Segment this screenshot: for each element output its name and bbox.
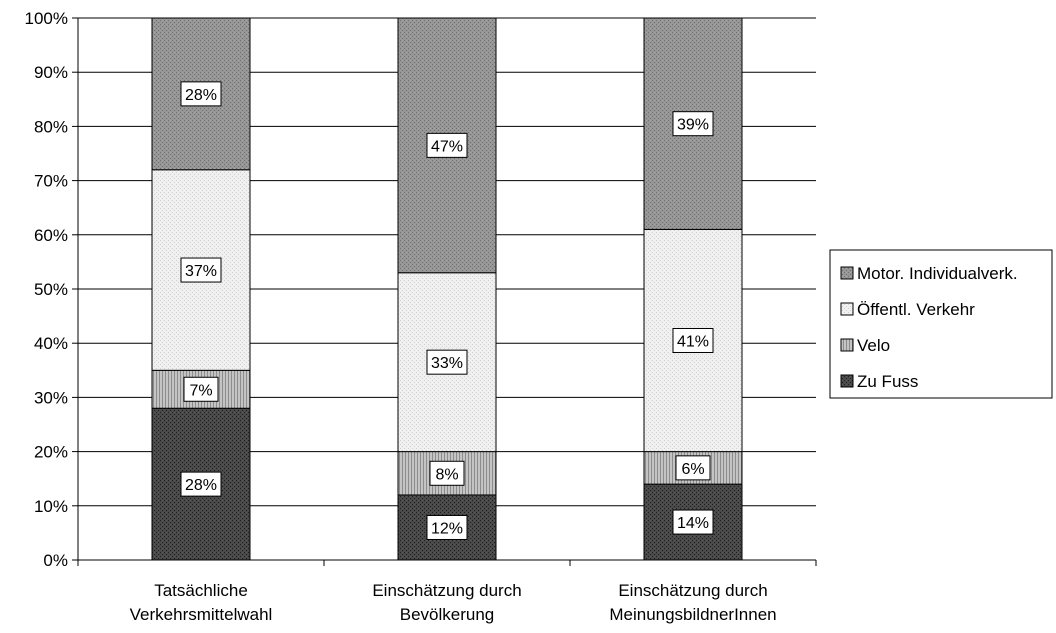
data-label-box <box>183 376 219 402</box>
data-label: 39% <box>677 117 709 134</box>
data-labels: 28% 7% 37% 28% 12% 8% 33% 47% 14% 6% 41% 39% <box>180 81 714 540</box>
data-label-box <box>675 455 711 481</box>
y-tick-label: 30% <box>34 388 68 407</box>
legend-swatch <box>840 374 854 388</box>
data-label: 28% <box>185 477 217 494</box>
data-label: 7% <box>189 382 212 399</box>
y-tick-label: 90% <box>34 63 68 82</box>
axes: 0% 10% 20% 30% 40% 50% 60% 70% 80% 90% 100% Tatsäch… <box>25 9 817 624</box>
data-label-box <box>426 514 468 540</box>
y-tick-label: 60% <box>34 226 68 245</box>
x-tick-label: Verkehrsmittelwahl <box>130 605 273 624</box>
data-label-box <box>672 111 714 137</box>
data-label-box <box>429 460 465 486</box>
y-tick-label: 80% <box>34 117 68 136</box>
data-label: 37% <box>185 263 217 280</box>
legend: Motor. Individualverk. Öffentl. Verkehr Ve… <box>829 249 1053 399</box>
data-label-box <box>426 349 468 375</box>
x-tick-label: Tatsächliche <box>154 581 248 600</box>
data-label: 33% <box>431 355 463 372</box>
legend-label: Zu Fuss <box>857 372 918 391</box>
data-label: 47% <box>431 138 463 155</box>
y-tick-label: 70% <box>34 172 68 191</box>
data-label-box <box>672 327 714 353</box>
legend-swatch <box>840 338 854 352</box>
y-tick-label: 10% <box>34 497 68 516</box>
y-tick-label: 20% <box>34 443 68 462</box>
x-tick-label: MeinungsbildnerInnen <box>609 605 776 624</box>
y-tick-label: 40% <box>34 334 68 353</box>
data-label-box <box>180 81 222 107</box>
y-tick-label: 50% <box>34 280 68 299</box>
data-label-box <box>672 509 714 535</box>
data-label: 14% <box>677 515 709 532</box>
data-label: 12% <box>431 520 463 537</box>
legend-box <box>829 249 1053 399</box>
x-tick-label: Bevölkerung <box>400 605 495 624</box>
legend-swatch <box>840 266 854 280</box>
data-label-box <box>180 257 222 283</box>
data-label-box <box>180 471 222 497</box>
x-tick-label: Einschätzung durch <box>372 581 521 600</box>
legend-swatch <box>840 302 854 316</box>
data-label: 41% <box>677 333 709 350</box>
y-tick-label: 100% <box>25 9 68 28</box>
y-tick-label: 0% <box>43 551 68 570</box>
data-label-box <box>426 132 468 158</box>
data-label: 28% <box>185 87 217 104</box>
legend-label: Öffentl. Verkehr <box>857 300 975 319</box>
x-tick-label: Einschätzung durch <box>618 581 767 600</box>
legend-label: Velo <box>857 336 890 355</box>
data-label: 8% <box>435 466 458 483</box>
legend-label: Motor. Individualverk. <box>857 264 1018 283</box>
data-label: 6% <box>681 461 704 478</box>
